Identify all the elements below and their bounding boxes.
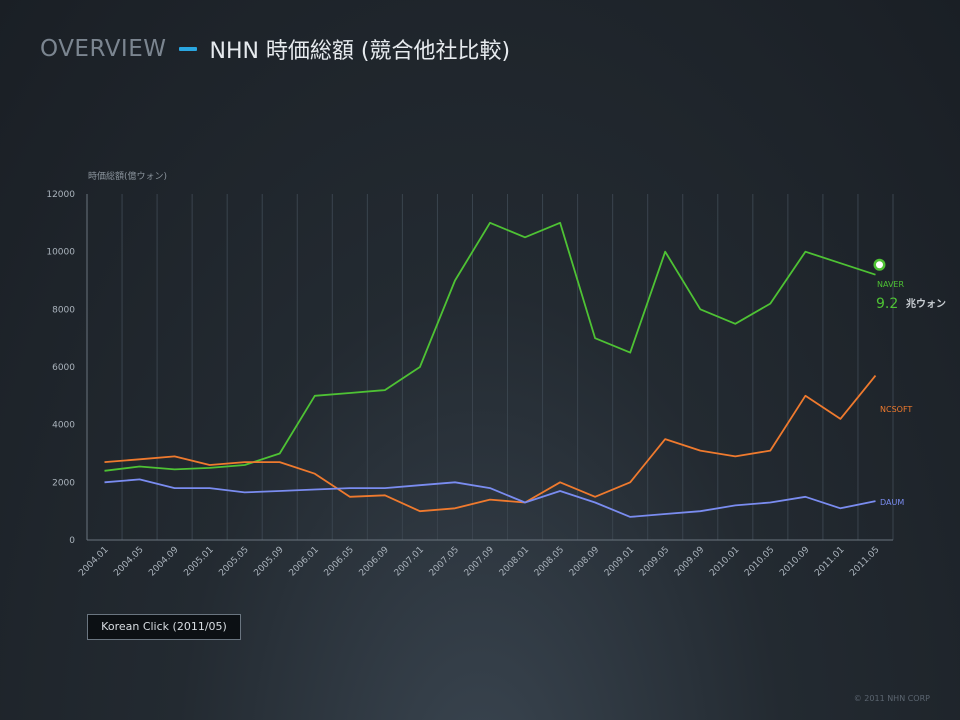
x-tick-label: 2005.09 <box>252 545 286 579</box>
x-tick-label: 2009.05 <box>638 545 671 578</box>
x-tick-label: 2011.01 <box>813 545 846 578</box>
x-tick-label: 2006.01 <box>288 545 321 578</box>
x-tick-label: 2007.09 <box>463 545 497 579</box>
x-tick-label: 2004.05 <box>112 545 145 578</box>
accent-dash <box>179 47 198 51</box>
series-line-naver <box>104 221 876 472</box>
series-layer <box>104 221 877 518</box>
series-label-daum: DAUM <box>880 498 904 507</box>
y-tick-label: 6000 <box>52 363 75 373</box>
y-axis-label: 時価総額(億ウォン) <box>88 170 167 182</box>
x-tick-label: 2009.09 <box>673 545 707 579</box>
highlight-unit: 兆ウォン <box>906 297 946 310</box>
x-tick-label: 2010.05 <box>743 545 776 578</box>
x-tick-label: 2005.01 <box>182 545 215 578</box>
x-tick-label: 2004.01 <box>77 545 110 578</box>
grid-layer <box>121 194 894 540</box>
source-note: Korean Click (2011/05) <box>87 614 241 640</box>
label-layer: NAVER NCSOFT DAUM 9.2 兆ウォン <box>873 258 946 507</box>
series-line-daum <box>104 478 876 518</box>
series-label-ncsoft: NCSOFT <box>880 405 912 414</box>
x-tick-label: 2008.09 <box>568 545 602 579</box>
x-tick-label: 2007.01 <box>393 545 426 578</box>
copyright: © 2011 NHN CORP <box>853 694 930 703</box>
y-tick-label: 2000 <box>52 478 75 488</box>
y-tick-label: 10000 <box>46 248 75 258</box>
x-tick-label: 2008.05 <box>533 545 566 578</box>
series-label-naver: NAVER <box>877 280 904 289</box>
x-tick-label: 2005.05 <box>217 545 250 578</box>
y-tick-label: 4000 <box>52 421 75 431</box>
x-tick-label: 2010.09 <box>778 545 812 579</box>
header: OVERVIEW NHN 時価総額 (競合他社比較) <box>40 33 510 65</box>
x-tick-label: 2010.01 <box>708 545 741 578</box>
x-tick-label: 2008.01 <box>498 545 531 578</box>
x-tick-label: 2006.09 <box>358 545 392 579</box>
overview-label: OVERVIEW <box>40 36 167 62</box>
x-tick-label: 2009.01 <box>603 545 636 578</box>
x-tick-label: 2004.09 <box>147 545 181 579</box>
y-tick-label: 8000 <box>52 305 75 315</box>
page-title: NHN 時価総額 (競合他社比較) <box>209 39 511 64</box>
series-line-ncsoft <box>104 375 877 513</box>
naver-marker-inner <box>875 261 883 269</box>
x-tick-label: 2006.05 <box>323 545 356 578</box>
x-tick-label: 2011.05 <box>848 545 881 578</box>
x-tick-label: 2007.05 <box>428 545 461 578</box>
highlight-value: 9.2 <box>876 296 898 312</box>
y-tick-label: 0 <box>69 536 75 546</box>
y-tick-label: 12000 <box>46 190 75 200</box>
